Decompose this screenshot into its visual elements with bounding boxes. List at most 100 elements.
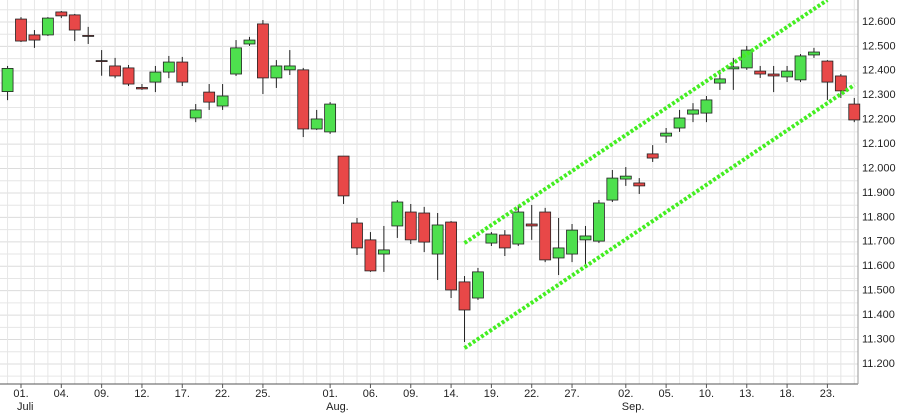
candle-body <box>176 61 189 83</box>
candle-body <box>122 67 135 85</box>
y-tick-label: 11.800 <box>862 211 895 223</box>
y-tick-label: 12.600 <box>862 16 896 28</box>
candle-body <box>351 222 363 249</box>
candle-body <box>834 75 847 92</box>
y-tick-label: 12.200 <box>862 114 896 126</box>
candle-body <box>566 229 578 255</box>
candle-body <box>391 201 404 227</box>
x-tick-label: 05. <box>658 388 673 400</box>
candle-body <box>270 65 283 79</box>
candle-body <box>498 234 511 249</box>
x-tick-label: 01. <box>13 388 28 400</box>
candle-body <box>149 71 162 83</box>
candle-body <box>162 61 175 73</box>
candle-body <box>82 35 95 37</box>
month-label: Juli <box>17 401 34 413</box>
candle-body <box>337 155 350 197</box>
x-tick-label: 09. <box>94 388 109 400</box>
candle-body <box>808 51 820 56</box>
candle-body <box>203 91 216 103</box>
candle-body <box>41 17 54 36</box>
x-tick-label: 12. <box>134 388 149 400</box>
candle-body <box>28 34 41 41</box>
candle-body <box>310 118 323 130</box>
candle-body <box>687 109 699 115</box>
x-tick-label: 01. <box>322 388 337 400</box>
candle-body <box>324 103 337 133</box>
candle-body <box>781 70 793 78</box>
x-tick-label: 25. <box>255 388 270 400</box>
candle-body <box>593 202 605 242</box>
y-tick-label: 11.400 <box>862 309 895 321</box>
month-label: Aug. <box>326 401 349 413</box>
candle-body <box>673 117 686 129</box>
x-tick-label: 09. <box>403 388 418 400</box>
candle-body <box>646 153 659 159</box>
candle-body <box>364 239 377 272</box>
y-tick-label: 12.000 <box>862 162 896 174</box>
candle-body <box>848 103 861 121</box>
x-tick-label: 14. <box>443 388 458 400</box>
trend-line <box>463 83 856 350</box>
month-label: Sep. <box>622 401 645 413</box>
candle-body <box>794 55 807 81</box>
x-tick-label: 19. <box>484 388 499 400</box>
candle-body <box>472 271 484 299</box>
candle-body <box>485 233 498 244</box>
candle-body <box>55 11 68 17</box>
x-tick-label: 06. <box>363 388 378 400</box>
candle-body <box>713 78 726 84</box>
candle-body <box>283 65 296 71</box>
y-tick-label: 11.900 <box>862 187 895 199</box>
candle-body <box>445 221 457 291</box>
candle-body <box>458 281 471 311</box>
x-tick-label: 22. <box>215 388 230 400</box>
x-tick-label: 22. <box>524 388 539 400</box>
candle-body <box>68 14 81 31</box>
x-tick-label: 13. <box>739 388 754 400</box>
x-tick-label: 10. <box>699 388 714 400</box>
candle-body <box>418 212 431 243</box>
x-tick-label: 27. <box>564 388 579 400</box>
candle-body <box>619 175 632 180</box>
y-tick-label: 12.500 <box>862 40 896 52</box>
candle-body <box>297 69 310 130</box>
candle-body <box>257 23 269 79</box>
x-tick-label: 23. <box>820 388 835 400</box>
x-tick-label: 04. <box>54 388 69 400</box>
y-tick-label: 11.200 <box>862 358 895 370</box>
candle-body <box>700 99 713 114</box>
candle-body <box>633 182 646 187</box>
candle-body <box>230 47 242 75</box>
x-tick-label: 18. <box>779 388 794 400</box>
candle-body <box>109 65 121 77</box>
candle-body <box>136 87 148 90</box>
y-tick-label: 11.600 <box>862 260 895 272</box>
candle-body <box>821 60 834 83</box>
candle-body <box>512 211 525 245</box>
candle-body <box>15 18 27 42</box>
candle-body <box>243 39 256 45</box>
y-tick-label: 11.300 <box>862 333 895 345</box>
candle-body <box>431 224 444 255</box>
candle-body <box>606 177 619 201</box>
candle-body <box>767 73 780 77</box>
candle-body <box>404 211 417 241</box>
candle-body <box>660 132 673 137</box>
candle-body <box>539 211 552 261</box>
candle-body <box>754 70 767 75</box>
candle-body <box>216 95 229 107</box>
candle-body <box>552 247 565 259</box>
y-tick-label: 12.300 <box>862 89 896 101</box>
y-tick-label: 11.500 <box>862 285 895 297</box>
y-tick-label: 12.100 <box>862 138 896 150</box>
y-tick-label: 11.700 <box>862 236 895 248</box>
x-tick-label: 02. <box>618 388 633 400</box>
candle-body <box>579 235 592 241</box>
y-tick-label: 12.400 <box>862 65 896 77</box>
candle-body <box>1 67 14 93</box>
candle-body <box>189 109 202 119</box>
candle-body <box>525 223 538 227</box>
